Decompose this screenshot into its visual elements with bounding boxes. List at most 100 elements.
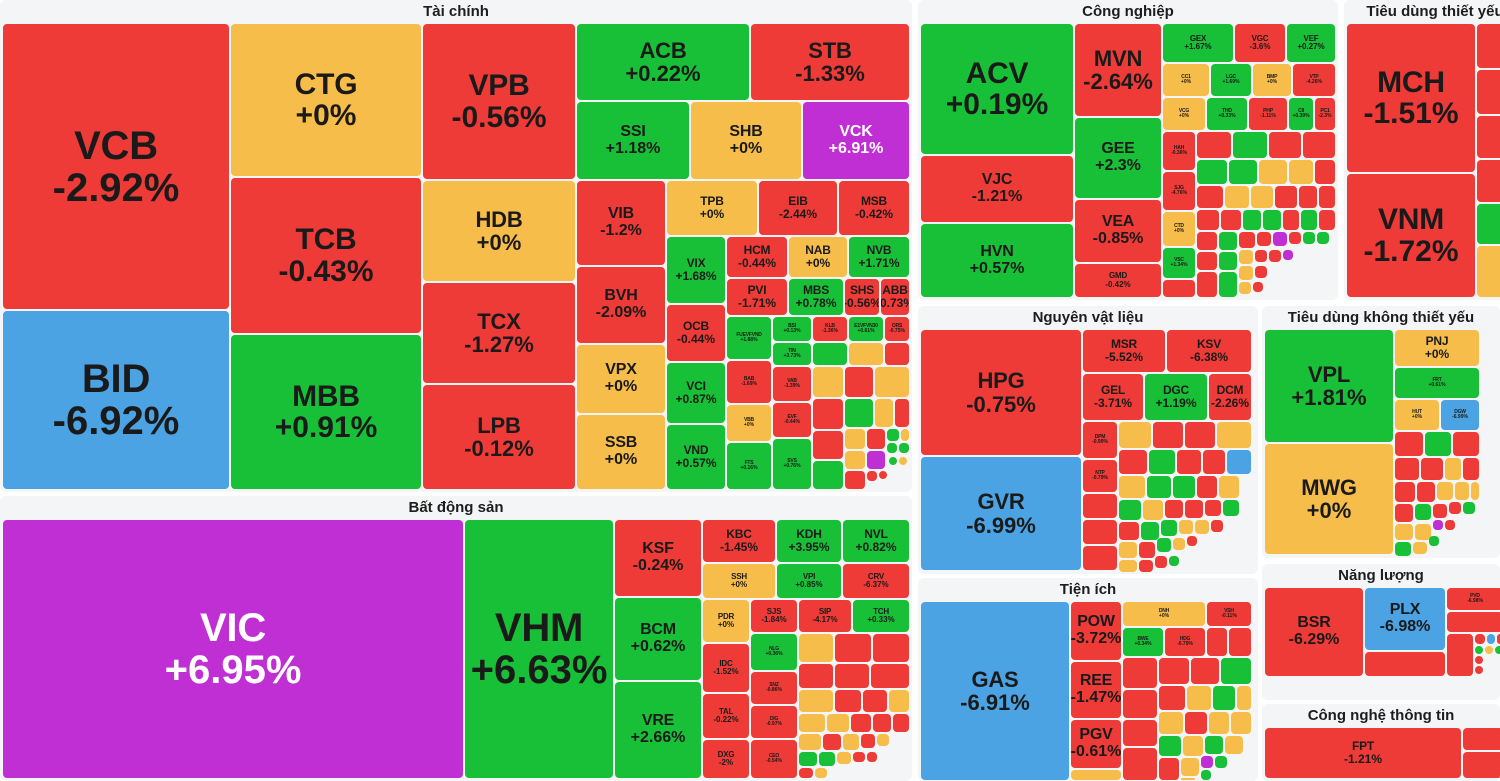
- stock-tile[interactable]: [1173, 476, 1195, 498]
- stock-tile-mwg[interactable]: MWG +0%: [1265, 444, 1393, 554]
- stock-tile[interactable]: [885, 343, 909, 365]
- stock-tile[interactable]: [1475, 656, 1483, 664]
- stock-tile[interactable]: [823, 734, 841, 750]
- stock-tile[interactable]: [1119, 476, 1145, 498]
- stock-tile[interactable]: [879, 471, 887, 479]
- stock-tile[interactable]: [1475, 634, 1485, 644]
- stock-tile-ksv[interactable]: KSV -6.38%: [1167, 330, 1251, 372]
- stock-tile[interactable]: [1463, 502, 1475, 514]
- stock-tile[interactable]: [1251, 186, 1273, 208]
- stock-tile[interactable]: [819, 752, 835, 766]
- stock-tile-cc1[interactable]: CC1 +0%: [1163, 64, 1209, 96]
- stock-tile-hpg[interactable]: HPG -0.75%: [921, 330, 1081, 455]
- stock-tile[interactable]: [1417, 482, 1435, 502]
- stock-tile[interactable]: [1255, 250, 1267, 262]
- stock-tile[interactable]: [1181, 778, 1195, 780]
- stock-tile[interactable]: [1429, 536, 1439, 546]
- stock-tile-hdb[interactable]: HDB +0%: [423, 181, 575, 281]
- stock-tile-hah[interactable]: HAH -0.36%: [1163, 132, 1195, 170]
- stock-tile[interactable]: [1227, 450, 1251, 474]
- stock-tile-bvh[interactable]: BVH -2.09%: [577, 267, 665, 343]
- stock-tile[interactable]: [1197, 252, 1217, 270]
- stock-tile-tch[interactable]: TCH +0.33%: [853, 600, 909, 632]
- stock-tile[interactable]: [1211, 520, 1223, 532]
- stock-tile[interactable]: [1259, 160, 1287, 184]
- stock-tile-dpm[interactable]: DPM -0.99%: [1083, 422, 1117, 458]
- stock-tile[interactable]: [845, 451, 865, 469]
- stock-tile[interactable]: [799, 734, 821, 750]
- stock-tile-msr[interactable]: MSR -5.52%: [1083, 330, 1165, 372]
- stock-tile[interactable]: [1071, 770, 1121, 780]
- stock-tile[interactable]: [1299, 186, 1317, 208]
- stock-tile[interactable]: [1209, 712, 1229, 734]
- stock-tile[interactable]: [1463, 458, 1479, 480]
- stock-tile-vgc[interactable]: VGC -3.6%: [1235, 24, 1285, 62]
- stock-tile-mbs[interactable]: MBS +0.78%: [789, 279, 843, 315]
- stock-tile[interactable]: [1197, 160, 1227, 184]
- stock-tile[interactable]: [1269, 132, 1301, 158]
- stock-tile-ntp[interactable]: NTP -0.79%: [1083, 460, 1117, 492]
- stock-tile-vix[interactable]: VIX +1.68%: [667, 237, 725, 303]
- stock-tile-nvl[interactable]: NVL +0.82%: [843, 520, 909, 562]
- stock-tile[interactable]: [1139, 542, 1155, 558]
- stock-tile[interactable]: [1395, 432, 1423, 456]
- stock-tile[interactable]: [1475, 646, 1483, 654]
- stock-tile-nlg[interactable]: NLG +0.36%: [751, 634, 797, 670]
- stock-tile[interactable]: [1205, 736, 1223, 754]
- stock-tile-fts[interactable]: FTS +0.16%: [727, 443, 771, 489]
- stock-tile[interactable]: [799, 664, 833, 688]
- stock-tile[interactable]: [799, 634, 833, 662]
- stock-tile[interactable]: [1495, 646, 1500, 654]
- stock-tile[interactable]: [1159, 736, 1181, 756]
- stock-tile[interactable]: [1395, 524, 1413, 540]
- stock-tile-vsc[interactable]: VSC +1.34%: [1163, 248, 1195, 278]
- stock-tile[interactable]: [1365, 652, 1445, 676]
- stock-tile[interactable]: [1455, 482, 1469, 500]
- stock-tile[interactable]: [1301, 210, 1317, 230]
- stock-tile-snz[interactable]: SNZ -0.86%: [751, 672, 797, 704]
- stock-tile-dcm[interactable]: DCM -2.26%: [1209, 374, 1251, 420]
- stock-tile[interactable]: [1203, 450, 1225, 474]
- stock-tile[interactable]: [1083, 494, 1117, 518]
- stock-tile-vsh[interactable]: VSH -0.11%: [1207, 602, 1251, 626]
- stock-tile[interactable]: [799, 690, 833, 712]
- stock-tile-eib[interactable]: EIB -2.44%: [759, 181, 837, 235]
- stock-tile[interactable]: [1119, 560, 1137, 572]
- stock-tile[interactable]: [1119, 500, 1141, 520]
- stock-tile[interactable]: [1303, 132, 1335, 158]
- stock-tile[interactable]: [1255, 266, 1267, 278]
- stock-tile[interactable]: [1477, 116, 1500, 158]
- stock-tile[interactable]: [1289, 232, 1301, 244]
- stock-tile[interactable]: [1477, 160, 1500, 202]
- stock-tile[interactable]: [813, 431, 843, 459]
- stock-tile[interactable]: [1413, 542, 1427, 554]
- stock-tile[interactable]: [867, 429, 885, 449]
- stock-tile-e1vfvn30[interactable]: E1VFVN30 +0.61%: [849, 317, 883, 341]
- stock-tile[interactable]: [1187, 536, 1197, 546]
- stock-tile-vbb[interactable]: VBB +0%: [727, 405, 771, 441]
- stock-tile[interactable]: [1303, 232, 1315, 244]
- stock-tile-abb[interactable]: ABB-0.73%: [881, 279, 909, 315]
- stock-tile[interactable]: [901, 429, 909, 441]
- stock-tile[interactable]: [1229, 160, 1257, 184]
- stock-tile[interactable]: [1445, 458, 1461, 480]
- stock-tile-shb[interactable]: SHB +0%: [691, 102, 801, 179]
- stock-tile[interactable]: [871, 664, 909, 688]
- stock-tile-vjc[interactable]: VJC -1.21%: [921, 156, 1073, 222]
- stock-tile[interactable]: [1197, 186, 1223, 208]
- stock-tile[interactable]: [1415, 504, 1431, 520]
- stock-tile-vcg[interactable]: VCG +0%: [1163, 98, 1205, 130]
- stock-tile-gel[interactable]: GEL -3.71%: [1083, 374, 1143, 420]
- stock-tile-ctg[interactable]: CTG +0%: [231, 24, 421, 176]
- stock-tile-dnh[interactable]: DNH +0%: [1123, 602, 1205, 626]
- stock-tile[interactable]: [1221, 210, 1241, 230]
- stock-tile[interactable]: [1177, 450, 1201, 474]
- stock-tile[interactable]: [867, 752, 877, 762]
- stock-tile-shs[interactable]: SHS-0.56%: [845, 279, 879, 315]
- stock-tile[interactable]: [1477, 70, 1500, 114]
- stock-tile[interactable]: [1201, 770, 1211, 780]
- stock-tile[interactable]: [835, 634, 871, 662]
- stock-tile-vib[interactable]: VIB -1.2%: [577, 181, 665, 265]
- stock-tile-pow[interactable]: POW -3.72%: [1071, 602, 1121, 660]
- stock-tile[interactable]: [1453, 432, 1479, 456]
